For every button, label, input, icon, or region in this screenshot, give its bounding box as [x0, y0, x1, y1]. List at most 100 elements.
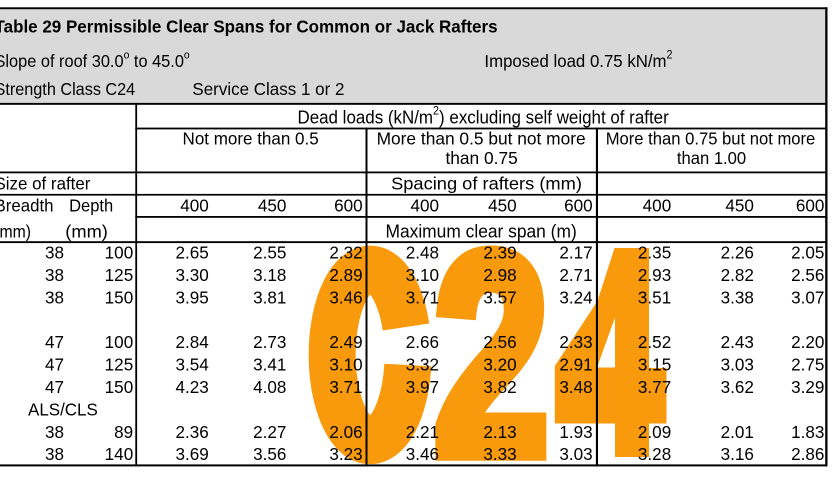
svg-text:Service Class 1 or 2: Service Class 1 or 2: [192, 79, 344, 100]
svg-text:1.83: 1.83: [791, 421, 824, 442]
svg-text:2.17: 2.17: [559, 242, 592, 263]
svg-text:3.71: 3.71: [329, 377, 362, 398]
svg-text:4.23: 4.23: [176, 377, 209, 398]
svg-text:3.32: 3.32: [406, 354, 439, 375]
svg-text:2.05: 2.05: [791, 242, 824, 263]
svg-text:2.09: 2.09: [638, 421, 671, 442]
svg-text:2.86: 2.86: [791, 444, 824, 465]
svg-text:2.49: 2.49: [329, 332, 362, 353]
svg-text:3.30: 3.30: [176, 265, 209, 286]
svg-text:4.08: 4.08: [253, 377, 286, 398]
svg-text:3.16: 3.16: [721, 444, 754, 465]
svg-text:Imposed load 0.75 kN/m2: Imposed load 0.75 kN/m2: [484, 49, 672, 71]
svg-text:2.89: 2.89: [329, 265, 362, 286]
svg-text:1.93: 1.93: [559, 421, 592, 442]
svg-text:2.75: 2.75: [791, 354, 824, 375]
svg-text:47: 47: [45, 332, 64, 353]
svg-text:2.01: 2.01: [721, 421, 754, 442]
svg-text:2.27: 2.27: [253, 421, 286, 442]
svg-text:3.38: 3.38: [721, 287, 754, 308]
svg-text:2.33: 2.33: [559, 332, 592, 353]
svg-text:38: 38: [45, 444, 64, 465]
svg-text:89: 89: [114, 421, 133, 442]
svg-text:3.24: 3.24: [559, 287, 592, 308]
svg-text:450: 450: [258, 195, 287, 216]
svg-text:38: 38: [45, 242, 64, 263]
svg-text:38: 38: [45, 287, 64, 308]
svg-text:3.29: 3.29: [791, 377, 824, 398]
svg-text:2.84: 2.84: [176, 332, 209, 353]
svg-text:2.82: 2.82: [721, 265, 754, 286]
svg-text:3.81: 3.81: [253, 287, 286, 308]
svg-text:2.36: 2.36: [176, 421, 209, 442]
svg-text:2.56: 2.56: [483, 332, 516, 353]
svg-text:3.46: 3.46: [329, 287, 362, 308]
svg-text:2.48: 2.48: [406, 242, 439, 263]
svg-text:3.23: 3.23: [329, 444, 362, 465]
svg-text:2.91: 2.91: [559, 354, 592, 375]
svg-text:Maximum clear span (m): Maximum clear span (m): [385, 221, 576, 241]
svg-text:2.93: 2.93: [638, 265, 671, 286]
svg-text:2.73: 2.73: [253, 332, 286, 353]
svg-text:3.57: 3.57: [483, 287, 516, 308]
svg-text:Dead loads (kN/m2) excluding s: Dead loads (kN/m2) excluding self weight…: [297, 105, 668, 127]
svg-text:2.32: 2.32: [329, 242, 362, 263]
svg-text:3.33: 3.33: [483, 444, 516, 465]
svg-text:2.26: 2.26: [721, 242, 754, 263]
svg-text:38: 38: [45, 265, 64, 286]
svg-text:150: 150: [105, 377, 134, 398]
svg-text:3.03: 3.03: [721, 354, 754, 375]
svg-text:Slope of roof 30.0o to 45.0o: Slope of roof 30.0o to 45.0o: [0, 49, 190, 71]
svg-text:3.41: 3.41: [253, 354, 286, 375]
svg-text:600: 600: [796, 195, 825, 216]
svg-text:3.07: 3.07: [791, 287, 824, 308]
svg-text:3.18: 3.18: [253, 265, 286, 286]
svg-text:600: 600: [334, 195, 363, 216]
svg-text:3.48: 3.48: [559, 377, 592, 398]
svg-text:3.69: 3.69: [176, 444, 209, 465]
svg-text:2.06: 2.06: [329, 421, 362, 442]
svg-text:3.97: 3.97: [406, 377, 439, 398]
svg-text:Table 29 Permissible Clear Spa: Table 29 Permissible Clear Spans for Com…: [0, 16, 498, 37]
svg-text:3.77: 3.77: [638, 377, 671, 398]
svg-text:2.52: 2.52: [638, 332, 671, 353]
svg-text:2.39: 2.39: [483, 242, 516, 263]
svg-text:3.56: 3.56: [253, 444, 286, 465]
svg-text:ALS/CLS: ALS/CLS: [28, 399, 98, 420]
svg-text:Not more than 0.5: Not more than 0.5: [183, 128, 319, 149]
svg-text:450: 450: [488, 195, 517, 216]
svg-text:600: 600: [564, 195, 593, 216]
svg-text:2.98: 2.98: [483, 265, 516, 286]
svg-text:125: 125: [105, 265, 134, 286]
svg-text:2.21: 2.21: [406, 421, 439, 442]
svg-text:Strength Class C24: Strength Class C24: [0, 78, 136, 99]
svg-text:2.20: 2.20: [791, 332, 824, 353]
svg-text:3.03: 3.03: [559, 444, 592, 465]
svg-text:450: 450: [725, 195, 754, 216]
svg-text:Size of rafter: Size of rafter: [0, 173, 91, 194]
svg-text:Spacing of rafters (mm): Spacing of rafters (mm): [391, 174, 582, 194]
svg-text:47: 47: [45, 377, 64, 398]
svg-text:than 1.00: than 1.00: [677, 147, 746, 168]
svg-text:2.43: 2.43: [721, 332, 754, 353]
svg-text:(mm): (mm): [0, 222, 31, 242]
svg-text:3.28: 3.28: [638, 444, 671, 465]
svg-text:150: 150: [105, 287, 134, 308]
svg-text:2.55: 2.55: [253, 242, 286, 263]
svg-text:(mm): (mm): [65, 222, 108, 242]
svg-text:3.62: 3.62: [721, 377, 754, 398]
svg-text:38: 38: [45, 421, 64, 442]
svg-text:More than 0.75 but not more: More than 0.75 but not more: [606, 128, 816, 149]
svg-text:Depth: Depth: [69, 195, 113, 216]
svg-text:400: 400: [643, 195, 672, 216]
svg-text:Breadth: Breadth: [0, 195, 54, 216]
svg-text:3.51: 3.51: [638, 287, 671, 308]
svg-text:3.95: 3.95: [176, 287, 209, 308]
svg-text:More than 0.5 but not more: More than 0.5 but not more: [377, 128, 586, 148]
svg-text:2.56: 2.56: [791, 265, 824, 286]
svg-text:3.54: 3.54: [176, 354, 209, 375]
svg-text:than 0.75: than 0.75: [445, 148, 517, 168]
svg-text:3.71: 3.71: [406, 287, 439, 308]
svg-text:140: 140: [105, 444, 134, 465]
svg-text:3.10: 3.10: [329, 354, 362, 375]
